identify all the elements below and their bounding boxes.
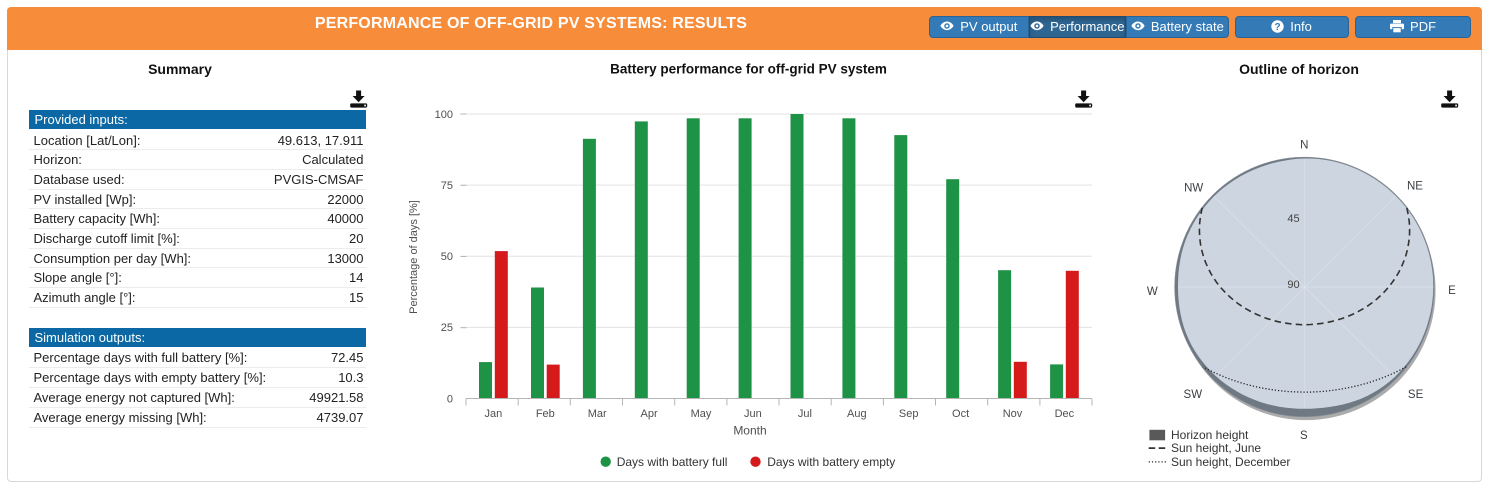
svg-text:Jul: Jul	[798, 408, 812, 420]
svg-text:100: 100	[435, 109, 453, 121]
svg-text:Jan: Jan	[485, 408, 503, 420]
svg-text:NE: NE	[1407, 181, 1423, 193]
svg-text:Days with battery full: Days with battery full	[617, 455, 728, 469]
svg-text:NW: NW	[1184, 183, 1203, 195]
svg-text:Aug: Aug	[847, 408, 867, 420]
svg-text:50: 50	[441, 251, 453, 263]
svg-text:E: E	[1448, 285, 1456, 297]
svg-text:Sun height, December: Sun height, December	[1171, 455, 1290, 469]
svg-text:Sep: Sep	[899, 408, 919, 420]
svg-text:Nov: Nov	[1003, 408, 1023, 420]
svg-text:Mar: Mar	[588, 408, 607, 420]
svg-text:Month: Month	[733, 424, 766, 438]
svg-text:Horizon height: Horizon height	[1171, 428, 1249, 442]
svg-text:Dec: Dec	[1055, 408, 1075, 420]
svg-text:Feb: Feb	[536, 408, 555, 420]
svg-text:75: 75	[441, 180, 453, 192]
svg-text:N: N	[1300, 140, 1308, 152]
svg-text:0: 0	[447, 393, 453, 405]
svg-text:90: 90	[1287, 279, 1299, 291]
svg-text:Jun: Jun	[744, 408, 762, 420]
svg-text:SE: SE	[1408, 389, 1424, 401]
svg-text:Apr: Apr	[641, 408, 658, 420]
svg-text:Oct: Oct	[952, 408, 969, 420]
svg-text:May: May	[691, 408, 712, 420]
svg-text:Days with battery empty: Days with battery empty	[767, 455, 895, 469]
svg-text:?: ?	[1275, 21, 1281, 32]
svg-text:S: S	[1300, 430, 1308, 442]
svg-text:SW: SW	[1184, 389, 1203, 401]
svg-text:Percentage of days [%]: Percentage of days [%]	[408, 200, 420, 314]
svg-text:W: W	[1147, 286, 1158, 298]
svg-text:Sun height, June: Sun height, June	[1171, 441, 1261, 455]
svg-text:25: 25	[441, 322, 453, 334]
svg-text:45: 45	[1287, 213, 1299, 225]
